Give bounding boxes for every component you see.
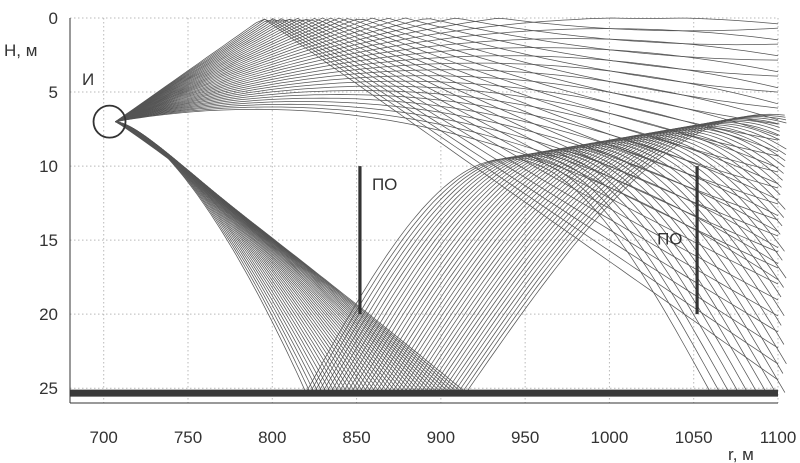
ray-path (115, 17, 779, 253)
ray-path (115, 121, 776, 394)
ray-path (115, 17, 779, 189)
ray-path (115, 121, 749, 394)
ray-path (115, 19, 779, 349)
receiver-label-2: ПО (657, 230, 682, 249)
source-label: И (82, 70, 94, 89)
x-tick-label: 1100 (760, 428, 797, 447)
ray-path (115, 17, 779, 173)
ray-path (115, 121, 730, 394)
ray-path (115, 121, 785, 394)
ray-path (115, 18, 779, 141)
receiver-label-1: ПО (372, 175, 397, 194)
ray-path (115, 17, 779, 123)
ray-path (115, 103, 779, 249)
ray-fan (115, 17, 787, 394)
ray-path (115, 121, 783, 394)
ray-path (115, 28, 779, 123)
ray-path (115, 101, 779, 233)
ray-path (115, 121, 782, 394)
y-tick-label: 20 (39, 305, 58, 324)
x-tick-label: 700 (90, 428, 118, 447)
x-tick-label: 1000 (591, 428, 629, 447)
x-tick-label: 750 (174, 428, 202, 447)
ray-path (115, 106, 779, 265)
ray-path (115, 80, 779, 153)
ray-path (115, 75, 779, 137)
ray-path (115, 17, 779, 123)
ray-path (115, 55, 779, 123)
ray-path (115, 116, 787, 394)
y-tick-label: 15 (39, 231, 58, 250)
ray-path (115, 121, 786, 394)
ray-path (115, 121, 787, 394)
ray-path (115, 18, 779, 381)
ray-path (115, 115, 786, 394)
ray-path (115, 19, 779, 221)
source-marker (92, 104, 127, 139)
ray-path (115, 19, 779, 285)
annotations: И ПО ПО (70, 70, 778, 397)
y-tick-label: 25 (39, 379, 58, 398)
ray-path (115, 69, 779, 123)
ray-path (115, 117, 787, 394)
ray-path (115, 121, 783, 394)
ray-path (115, 94, 779, 201)
y-tick-label: 0 (49, 9, 58, 28)
ray-path (115, 17, 779, 123)
ray-path (115, 47, 779, 123)
ray-path (115, 18, 779, 301)
ray-path (115, 121, 739, 394)
x-tick-label: 950 (511, 428, 539, 447)
y-axis-label: H, м (4, 41, 37, 60)
ray-path (115, 19, 779, 317)
ray-path (115, 19, 779, 125)
ray-path (115, 38, 779, 123)
bottom-boundary (70, 389, 778, 397)
ray-path (115, 113, 785, 394)
ray-path (115, 121, 782, 394)
ray-path (115, 18, 779, 333)
x-tick-label: 800 (258, 428, 286, 447)
y-tick-label: 5 (49, 83, 58, 102)
ray-path (115, 17, 779, 123)
ray-path (115, 121, 783, 394)
y-tick-label: 10 (39, 157, 58, 176)
ray-path (115, 18, 779, 123)
x-tick-labels: 700 750 800 850 900 950 1000 1050 1100 (90, 428, 797, 447)
axes: 700 750 800 850 900 950 1000 1050 1100 0 5 10 15 20 2… (4, 9, 796, 463)
ray-path (115, 121, 767, 394)
x-axis-label: r, м (728, 445, 754, 463)
ray-path (115, 18, 779, 123)
ray-path (115, 121, 785, 394)
ray-path (115, 62, 779, 123)
ray-path (115, 119, 780, 394)
ray-path (115, 121, 782, 394)
x-tick-label: 1050 (675, 428, 713, 447)
ray-path (115, 121, 785, 394)
ray-path (115, 121, 784, 394)
ray-path (115, 18, 779, 365)
ray-path (115, 18, 779, 269)
x-tick-label: 900 (427, 428, 455, 447)
ray-path (115, 108, 779, 281)
ray-path (115, 17, 779, 157)
ray-path (115, 121, 758, 394)
y-tick-labels: 0 5 10 15 20 25 (39, 9, 58, 398)
ray-path (115, 121, 711, 394)
x-tick-label: 850 (342, 428, 370, 447)
ray-path (115, 121, 785, 394)
ray-path (115, 19, 779, 237)
ray-path (115, 85, 779, 169)
ray-path (115, 18, 779, 205)
ray-path (115, 118, 780, 394)
ray-path (115, 18, 779, 123)
